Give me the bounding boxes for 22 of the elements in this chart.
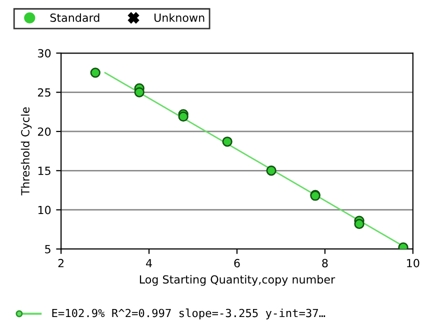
x-tick-label: 8 — [322, 258, 328, 268]
y-tick-label: 30 — [38, 49, 51, 58]
point — [90, 68, 100, 78]
x-tick-label: 4 — [146, 259, 152, 268]
text: E=102.9% R^2=0.997 slope=-3.255 y-int=37… — [52, 308, 326, 320]
legend-label: Unknown — [154, 13, 204, 22]
legend-label: Standard — [50, 13, 100, 22]
y-tick-label: 10 — [38, 206, 51, 214]
point — [354, 218, 364, 230]
x-tick-label: 10 — [407, 258, 420, 268]
point — [134, 87, 144, 98]
x-tick-label: 2 — [58, 258, 64, 268]
y-tick-label: 15 — [38, 166, 50, 176]
point — [178, 112, 188, 122]
y-tick-label: 20 — [38, 127, 51, 136]
x-tick-label: 6 — [234, 258, 240, 268]
y-tick-label: 25 — [38, 88, 50, 97]
x-axis-title: Log Starting Quantity,copy number — [140, 275, 336, 286]
y-tick-label: 5 — [45, 245, 50, 254]
point — [222, 136, 232, 147]
y-axis-title: Threshold Cycle — [20, 107, 32, 196]
point — [266, 166, 276, 176]
